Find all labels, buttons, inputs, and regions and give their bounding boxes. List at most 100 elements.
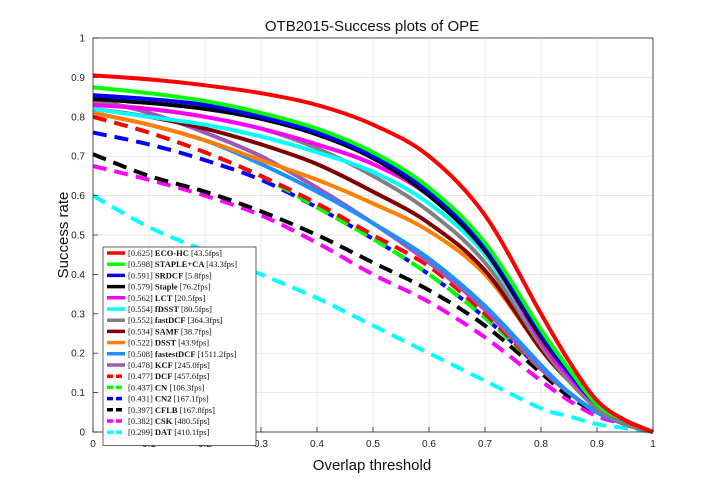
y-tick-label: 0.8 [71,112,85,123]
legend-fps: [43.9fps] [178,338,209,348]
y-tick-label: 0.4 [71,270,85,281]
legend-name: DSST [155,338,178,348]
y-tick-label: 0.3 [71,309,85,320]
series-line-dat [92,193,654,434]
legend-name: DAT [155,427,174,437]
legend-score: [0.477] [128,371,155,381]
legend-name: fastDCF [155,315,188,325]
series-line-cflb [92,152,654,434]
legend-score: [0.554] [128,304,155,314]
series-line-csk [92,164,654,434]
legend-name: fastestDCF [155,349,197,359]
legend-score: [0.534] [128,326,155,336]
y-tick-label: 0.2 [71,349,85,360]
legend-entry: [0.522] DSST [43.9fps] [128,338,209,348]
legend-score: [0.299] [128,427,155,437]
series-line-dcf [92,114,654,434]
chart-title: OTB2015-Success plots of OPE [265,18,479,35]
legend-entry: [0.437] CN [106.3fps] [128,382,205,392]
series-line-eco-hc [92,73,654,434]
legend-entry: [0.431] CN2 [167.1fps] [128,394,209,404]
legend-name: ECO-HC [155,248,191,258]
series-line-staple-ca [92,85,654,434]
x-tick-label: 0.5 [366,439,380,450]
legend-score: [0.552] [128,315,155,325]
x-tick-label: 0 [90,439,96,450]
x-tick-label: 0.3 [254,439,268,450]
legend-entry: [0.579] Staple [76.2fps] [128,282,211,292]
legend-fps: [38.7fps] [181,326,212,336]
legend-name: SRDCF [155,270,185,280]
y-tick-label: 0 [79,428,85,439]
legend-name: CN2 [155,394,174,404]
legend-score: [0.579] [128,282,155,292]
legend-fps: [410.1fps] [174,427,209,437]
legend-score: [0.591] [128,270,155,280]
legend-fps: [364.3fps] [187,315,222,325]
x-tick-label: 1 [650,439,656,450]
legend-fps: [480.5fps] [175,416,210,426]
legend-fps: [43.5fps] [191,248,222,258]
y-axis-label: Success rate [55,192,72,279]
legend-fps: [245.0fps] [175,360,210,370]
legend-entry: [0.299] DAT [410.1fps] [128,427,210,437]
legend-name: Staple [155,282,180,292]
x-tick-label: 0.9 [590,439,604,450]
legend-entry: [0.382] CSK [480.5fps] [128,416,210,426]
legend-entry: [0.625] ECO-HC [43.5fps] [128,248,222,258]
x-tick-label: 0.6 [422,439,436,450]
legend-fps: [1511.2fps] [197,349,236,359]
series-lines [92,73,654,434]
x-tick-label: 0.4 [310,439,324,450]
legend-score: [0.625] [128,248,155,258]
legend-name: CN [155,382,169,392]
legend-entry: [0.598] STAPLE+CA [43.3fps] [128,259,237,269]
legend-entry: [0.397] CFLB [167.8fps] [128,405,215,415]
legend-fps: [76.2fps] [180,282,211,292]
legend-fps: [167.1fps] [174,394,209,404]
legend-fps: [167.8fps] [180,405,215,415]
x-tick-label: 0.8 [534,439,548,450]
legend-entry: [0.508] fastestDCF [1511.2fps] [128,349,237,359]
legend-score: [0.382] [128,416,155,426]
legend-entry: [0.552] fastDCF [364.3fps] [128,315,223,325]
legend-name: LCT [155,293,174,303]
legend-fps: [457.6fps] [174,371,209,381]
legend-fps: [106.3fps] [169,382,204,392]
x-axis-label: Overlap threshold [313,457,431,474]
legend-fps: [80.5fps] [181,304,212,314]
x-tick-label: 0.7 [478,439,492,450]
legend-entry: [0.477] DCF [457.6fps] [128,371,210,381]
legend-name: CFLB [155,405,180,415]
legend: [0.625] ECO-HC [43.5fps][0.598] STAPLE+C… [102,246,257,446]
legend-score: [0.598] [128,259,155,269]
y-tick-label: 0.6 [71,191,85,202]
legend-box [102,246,257,446]
legend-name: KCF [155,360,175,370]
legend-name: STAPLE+CA [155,259,206,269]
legend-score: [0.562] [128,293,155,303]
legend-name: CSK [155,416,175,426]
legend-score: [0.508] [128,349,155,359]
legend-score: [0.431] [128,394,155,404]
legend-name: DCF [155,371,174,381]
legend-entry: [0.562] LCT [20.5fps] [128,293,205,303]
legend-entry: [0.591] SRDCF [5.8fps] [128,270,212,280]
legend-fps: [5.8fps] [185,270,212,280]
axis-ticks: 00.10.20.30.40.50.60.70.80.9100.10.20.30… [71,34,656,451]
y-tick-label: 0.1 [71,388,85,399]
y-tick-label: 1 [79,34,85,45]
legend-entry: [0.534] SAMF [38.7fps] [128,326,212,336]
legend-fps: [20.5fps] [174,293,205,303]
legend-name: fDSST [155,304,181,314]
y-tick-label: 0.5 [71,231,85,242]
legend-name: SAMF [155,326,181,336]
y-tick-label: 0.7 [71,152,85,163]
legend-entry: [0.478] KCF [245.0fps] [128,360,210,370]
legend-fps: [43.3fps] [206,259,237,269]
legend-score: [0.437] [128,382,155,392]
legend-score: [0.397] [128,405,155,415]
legend-entry: [0.554] fDSST [80.5fps] [128,304,212,314]
y-tick-label: 0.9 [71,73,85,84]
